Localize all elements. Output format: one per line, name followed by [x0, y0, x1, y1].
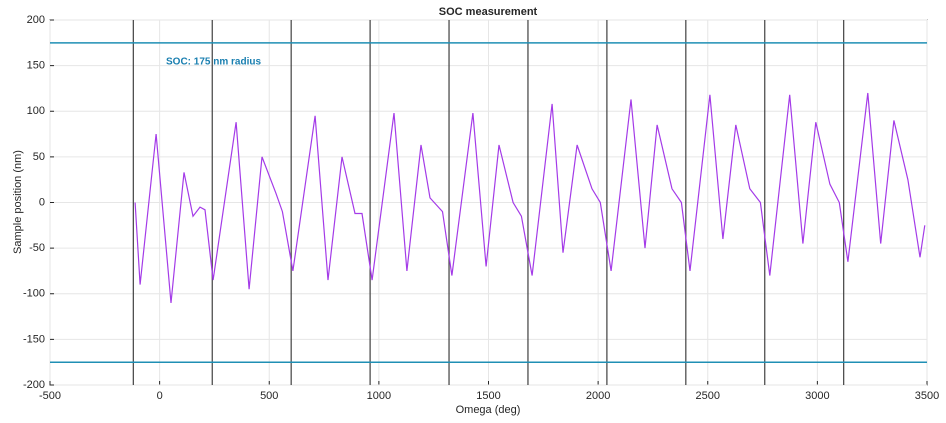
chart-title: SOC measurement [439, 6, 538, 18]
x-tick-label: 2000 [586, 390, 610, 402]
y-tick-label: -200 [23, 379, 45, 391]
y-tick-label: -50 [29, 242, 45, 254]
x-tick-label: 1500 [476, 390, 500, 402]
x-tick-label: 1000 [367, 390, 391, 402]
y-tick-label: 50 [33, 151, 45, 163]
y-tick-label: 0 [39, 196, 45, 208]
y-axis-label: Sample position (nm) [12, 150, 24, 254]
x-axis-label: Omega (deg) [456, 404, 521, 416]
x-tick-label: 3000 [805, 390, 829, 402]
y-tick-label: 150 [27, 60, 45, 72]
y-tick-label: -100 [23, 288, 45, 300]
y-tick-label: 200 [27, 14, 45, 26]
annotation: SOC: 175 nm radius [166, 57, 261, 68]
y-tick-label: 100 [27, 105, 45, 117]
x-tick-label: 0 [157, 390, 163, 402]
data-line [134, 92, 926, 303]
x-tick-label: 2500 [696, 390, 720, 402]
y-tick-label: -150 [23, 333, 45, 345]
x-tick-label: -500 [39, 390, 61, 402]
x-tick-label: 500 [260, 390, 278, 402]
x-tick-label: 3500 [915, 390, 939, 402]
